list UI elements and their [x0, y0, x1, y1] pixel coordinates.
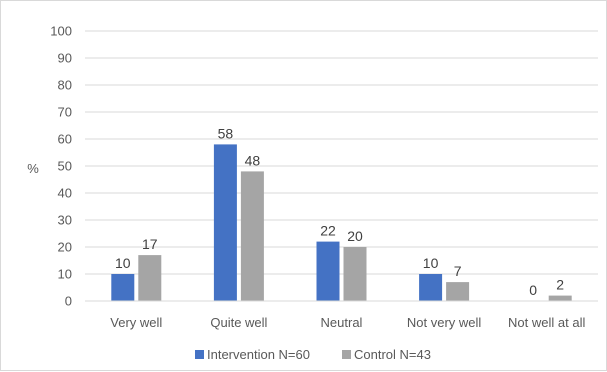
x-tick-label: Quite well	[210, 315, 267, 330]
data-label: 2	[556, 277, 564, 293]
bar	[213, 144, 237, 301]
bar	[138, 255, 162, 301]
bar	[343, 247, 367, 301]
bar	[316, 241, 340, 301]
data-label: 48	[245, 152, 261, 168]
data-label: 10	[115, 255, 131, 271]
y-tick-label: 20	[58, 240, 72, 255]
y-tick-label: 90	[58, 51, 72, 66]
x-tick-label: Neutral	[321, 315, 363, 330]
bar	[446, 282, 470, 301]
legend-swatch	[342, 350, 351, 359]
legend-label: Control N=43	[354, 347, 431, 362]
data-label: 22	[320, 223, 336, 239]
bar	[240, 171, 264, 301]
y-axis-label: %	[27, 161, 39, 176]
legend-swatch	[195, 350, 204, 359]
y-tick-label: 10	[58, 267, 72, 282]
x-tick-label: Not very well	[407, 315, 482, 330]
x-tick-label: Very well	[110, 315, 162, 330]
data-label: 0	[529, 282, 537, 298]
bar	[111, 274, 135, 301]
y-tick-label: 60	[58, 132, 72, 147]
data-label: 17	[142, 236, 158, 252]
data-label: 58	[218, 125, 234, 141]
bar	[548, 295, 572, 301]
legend-label: Intervention N=60	[207, 347, 310, 362]
y-tick-label: 100	[50, 24, 72, 39]
y-tick-label: 70	[58, 105, 72, 120]
data-label: 20	[347, 228, 363, 244]
y-tick-label: 0	[65, 294, 72, 309]
data-label: 7	[454, 263, 462, 279]
bar	[419, 274, 443, 301]
y-tick-label: 80	[58, 78, 72, 93]
y-tick-label: 30	[58, 213, 72, 228]
y-tick-label: 40	[58, 186, 72, 201]
y-tick-label: 50	[58, 159, 72, 174]
x-tick-label: Not well at all	[508, 315, 585, 330]
legend: Intervention N=60 Control N=43	[195, 347, 431, 362]
data-label: 10	[423, 255, 439, 271]
